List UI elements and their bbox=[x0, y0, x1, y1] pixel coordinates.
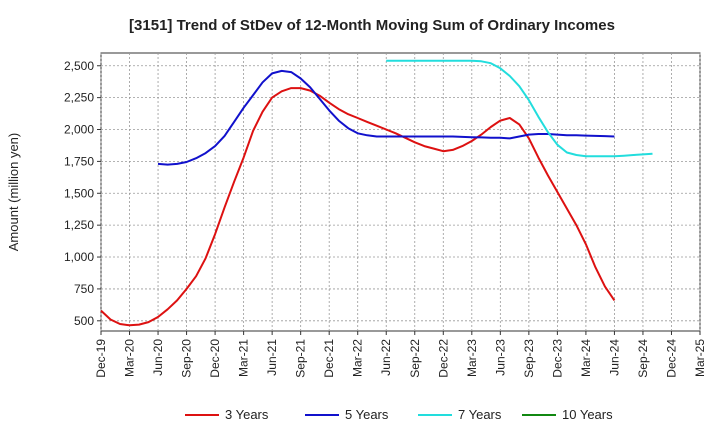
y-tick-label: 1,500 bbox=[64, 186, 94, 200]
x-tick-label: Mar-25 bbox=[693, 339, 707, 377]
y-tick-label: 2,000 bbox=[64, 123, 94, 137]
x-tick-label: Sep-23 bbox=[522, 339, 536, 378]
x-tick-label: Dec-22 bbox=[436, 339, 450, 378]
y-tick-label: 1,750 bbox=[64, 154, 94, 168]
x-tick-label: Mar-20 bbox=[123, 339, 137, 377]
x-tick-label: Jun-22 bbox=[379, 339, 393, 376]
x-tick-label: Jun-21 bbox=[265, 339, 279, 376]
y-tick-label: 500 bbox=[74, 314, 94, 328]
x-tick-label: Mar-24 bbox=[579, 339, 593, 377]
x-tick-label: Mar-21 bbox=[237, 339, 251, 377]
y-tick-label: 2,500 bbox=[64, 59, 94, 73]
legend-label: 10 Years bbox=[562, 407, 613, 422]
chart-title: [3151] Trend of StDev of 12-Month Moving… bbox=[129, 17, 615, 34]
legend-label: 5 Years bbox=[345, 407, 389, 422]
x-tick-label: Sep-24 bbox=[636, 339, 650, 378]
chart-canvas: [3151] Trend of StDev of 12-Month Moving… bbox=[0, 0, 720, 440]
y-tick-label: 750 bbox=[74, 282, 94, 296]
legend-label: 3 Years bbox=[225, 407, 269, 422]
x-tick-label: Dec-23 bbox=[550, 339, 564, 378]
y-axis-label: Amount (million yen) bbox=[6, 133, 21, 252]
y-tick-label: 2,250 bbox=[64, 91, 94, 105]
x-tick-label: Sep-21 bbox=[294, 339, 308, 378]
x-tick-label: Mar-23 bbox=[465, 339, 479, 377]
x-tick-label: Mar-22 bbox=[351, 339, 365, 377]
x-tick-label: Jun-24 bbox=[607, 339, 621, 376]
x-tick-label: Sep-22 bbox=[408, 339, 422, 378]
x-tick-label: Sep-20 bbox=[180, 339, 194, 378]
x-tick-label: Jun-20 bbox=[151, 339, 165, 376]
y-tick-label: 1,250 bbox=[64, 218, 94, 232]
x-tick-label: Dec-24 bbox=[664, 339, 678, 378]
y-tick-label: 1,000 bbox=[64, 250, 94, 264]
x-tick-label: Dec-19 bbox=[94, 339, 108, 378]
x-tick-label: Dec-21 bbox=[322, 339, 336, 378]
x-tick-label: Dec-20 bbox=[208, 339, 222, 378]
legend-label: 7 Years bbox=[458, 407, 502, 422]
x-tick-label: Jun-23 bbox=[493, 339, 507, 376]
